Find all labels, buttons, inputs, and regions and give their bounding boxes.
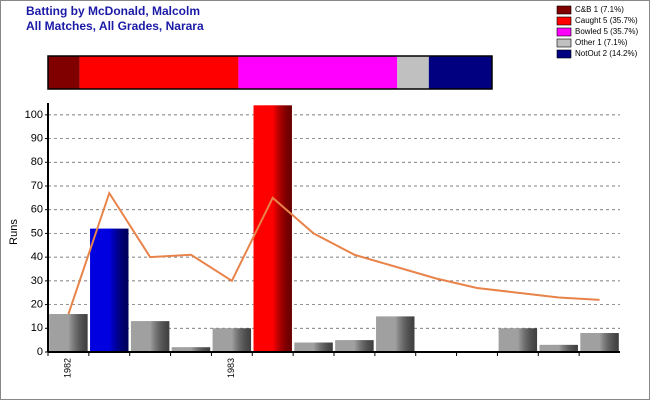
y-tick-label: 20 — [31, 298, 43, 310]
dismissal-border — [47, 55, 493, 90]
bar — [335, 340, 374, 352]
y-tick-label: 100 — [25, 109, 43, 121]
y-tick-label: 60 — [31, 204, 43, 216]
legend-label: C&B 1 (7.1%) — [575, 5, 624, 14]
y-tick-label: 50 — [31, 227, 43, 239]
y-tick-label: 90 — [31, 132, 43, 144]
legend-label: Bowled 5 (35.7%) — [575, 27, 638, 36]
bar — [212, 328, 252, 352]
bar — [130, 321, 170, 352]
dismissal-segment — [428, 56, 492, 89]
y-tick-label: 70 — [31, 180, 43, 192]
bar — [90, 228, 129, 352]
chart-title: Batting by McDonald, Malcolm — [26, 4, 200, 18]
bar — [294, 342, 333, 352]
bar — [580, 333, 619, 352]
legend-swatch — [556, 27, 572, 37]
dismissal-segment — [79, 56, 239, 89]
average-line — [67, 190, 600, 315]
bar — [253, 105, 292, 352]
bar — [539, 344, 578, 352]
legend-swatch — [556, 49, 572, 59]
x-tick-label: 1983 — [226, 358, 236, 378]
bar — [49, 314, 88, 352]
dismissal-segment — [238, 56, 398, 89]
dismissal-segment — [48, 56, 80, 89]
bar — [171, 347, 211, 352]
y-tick-label: 30 — [31, 275, 43, 287]
legend-label: Caught 5 (35.7%) — [575, 16, 638, 25]
y-tick-label: 40 — [31, 251, 43, 263]
y-axis-label: Runs — [8, 219, 20, 245]
legend-swatch — [556, 38, 572, 48]
bar — [498, 328, 538, 352]
dismissal-segment — [397, 56, 429, 89]
legend-label: NotOut 2 (14.2%) — [575, 49, 638, 58]
chart-subtitle: All Matches, All Grades, Narara — [26, 19, 204, 33]
y-tick-label: 10 — [31, 322, 43, 334]
legend-label: Other 1 (7.1%) — [575, 38, 628, 47]
legend-swatch — [556, 16, 572, 26]
y-tick-label: 0 — [37, 346, 43, 358]
bar — [376, 316, 415, 352]
x-tick-label: 1982 — [62, 358, 72, 378]
y-tick-label: 80 — [31, 156, 43, 168]
legend-swatch — [556, 5, 572, 15]
